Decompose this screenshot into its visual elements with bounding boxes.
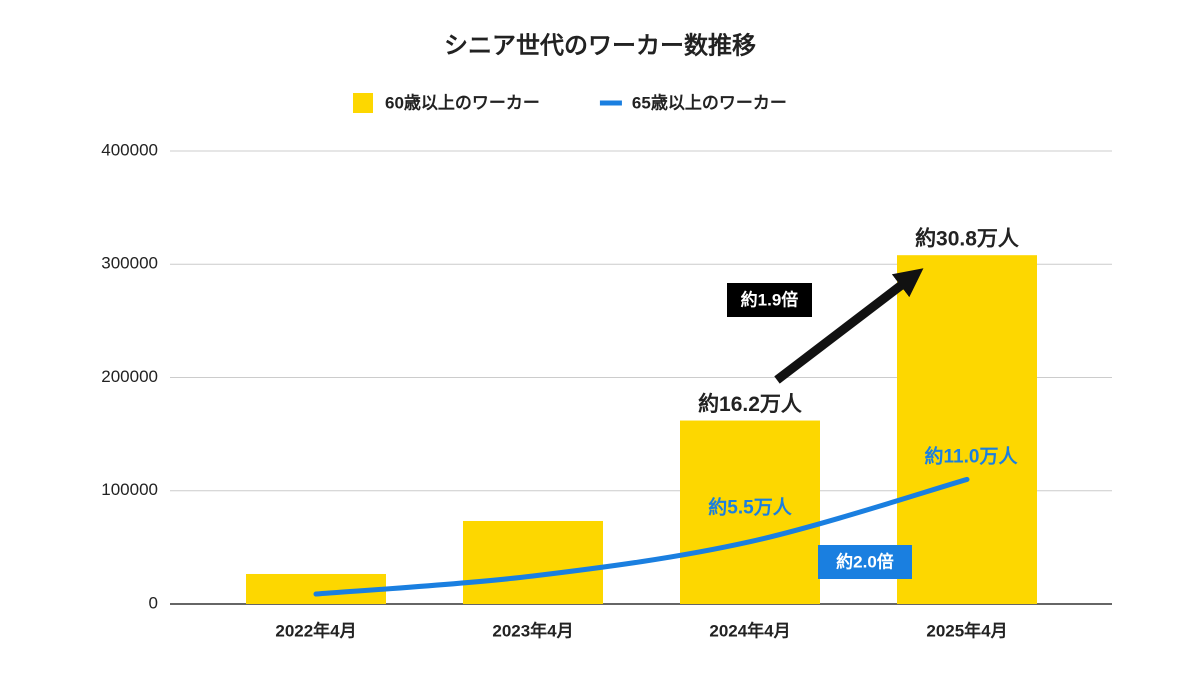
x-tick-label: 2022年4月 — [275, 620, 356, 640]
x-tick-label: 2025年4月 — [926, 620, 1007, 640]
annotation-label: 約2.0倍 — [836, 551, 894, 571]
legend-label: 65歳以上のワーカー — [632, 92, 787, 112]
x-tick-label: 2023年4月 — [492, 620, 573, 640]
bar — [897, 255, 1037, 604]
y-tick-label: 400000 — [101, 140, 158, 159]
bar — [680, 420, 820, 604]
chart-title: シニア世代のワーカー数推移 — [444, 32, 756, 59]
x-tick-label: 2024年4月 — [709, 620, 790, 640]
legend-swatch — [353, 93, 373, 113]
data-label: 約30.8万人 — [915, 227, 1019, 251]
annotation-box — [727, 283, 812, 317]
bar — [463, 520, 603, 604]
annotation-box — [818, 545, 912, 579]
annotation-label: 約1.9倍 — [741, 289, 799, 309]
y-tick-label: 300000 — [101, 254, 158, 273]
y-tick-label: 0 — [149, 593, 158, 612]
y-tick-label: 200000 — [101, 367, 158, 386]
line — [313, 476, 970, 597]
arrow — [774, 268, 924, 384]
data-label: 約16.2万人 — [698, 392, 802, 416]
data-label: 約11.0万人 — [925, 444, 1019, 467]
data-label: 約5.5万人 — [708, 496, 792, 519]
y-tick-label: 100000 — [101, 480, 158, 499]
legend-label: 60歳以上のワーカー — [385, 92, 540, 112]
